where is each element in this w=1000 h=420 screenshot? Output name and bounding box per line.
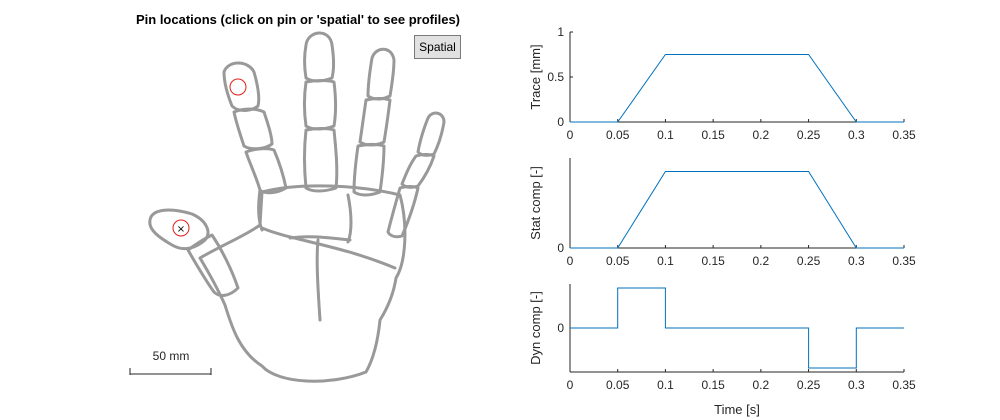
middle-middle bbox=[303, 79, 337, 131]
x-tick-label: 0.3 bbox=[848, 254, 865, 268]
series-line bbox=[570, 287, 904, 369]
index-distal bbox=[222, 61, 261, 112]
x-tick-label: 0.35 bbox=[892, 128, 916, 142]
selected-pin-marker: × bbox=[177, 224, 185, 235]
x-tick-label: 0.05 bbox=[606, 378, 630, 392]
x-tick-label: 0.15 bbox=[701, 128, 725, 142]
x-tick-label: 0.05 bbox=[606, 128, 630, 142]
x-axis-label: Time [s] bbox=[714, 402, 760, 417]
palm-inner-line bbox=[257, 188, 264, 232]
index-proximal bbox=[244, 147, 288, 195]
spatial-button[interactable]: Spatial bbox=[414, 35, 461, 59]
little-proximal bbox=[386, 185, 420, 239]
palm-inner-line bbox=[260, 226, 397, 270]
x-tick-label: 0 bbox=[567, 378, 574, 392]
static-component-chart: 0 0.05 0.1 0.15 0.2 0.25 0.3 0.35 0 Stat comp [-] bbox=[528, 158, 916, 268]
x-tick-label: 0.3 bbox=[848, 128, 865, 142]
x-tick-label: 0.05 bbox=[606, 254, 630, 268]
x-tick-label: 0.2 bbox=[753, 128, 770, 142]
pin-index-fingertip[interactable] bbox=[229, 78, 247, 96]
ring-middle bbox=[358, 97, 392, 147]
x-tick-label: 0 bbox=[567, 254, 574, 268]
hand-panel-title: Pin locations (click on pin or 'spatial'… bbox=[136, 12, 460, 27]
pin-thumb-tip[interactable] bbox=[172, 219, 190, 237]
trace-chart: 0 0.05 0.1 0.15 0.2 0.25 0.3 0.35 0 0.5 1 Trace [mm… bbox=[528, 25, 916, 142]
palm-inner-line bbox=[346, 193, 353, 244]
y-axis-label: Dyn comp [-] bbox=[528, 291, 543, 365]
little-distal bbox=[416, 111, 446, 157]
scale-bar: 50 mm bbox=[129, 349, 212, 375]
ring-distal bbox=[366, 47, 396, 101]
y-tick-label: 1 bbox=[557, 25, 564, 39]
y-axis-label: Stat comp [-] bbox=[528, 166, 543, 240]
middle-proximal bbox=[303, 127, 339, 193]
middle-distal bbox=[303, 31, 335, 83]
x-tick-label: 0.15 bbox=[701, 378, 725, 392]
x-tick-label: 0.1 bbox=[657, 378, 674, 392]
x-tick-label: 0.1 bbox=[657, 128, 674, 142]
dynamic-component-chart: 0 0.05 0.1 0.15 0.2 0.25 0.3 0.35 0 Dyn comp [-] T… bbox=[528, 284, 916, 417]
x-tick-label: 0.35 bbox=[892, 254, 916, 268]
y-tick-label: 0 bbox=[557, 321, 564, 335]
palm-inner-line bbox=[288, 235, 352, 242]
x-tick-label: 0 bbox=[567, 128, 574, 142]
index-middle bbox=[232, 107, 274, 151]
series-line bbox=[570, 54, 904, 123]
x-tick-label: 0.25 bbox=[797, 378, 821, 392]
x-tick-label: 0.2 bbox=[753, 254, 770, 268]
little-middle bbox=[400, 153, 436, 189]
x-tick-label: 0.35 bbox=[892, 378, 916, 392]
ring-proximal bbox=[352, 143, 386, 197]
y-tick-label: 0 bbox=[557, 241, 564, 255]
x-tick-label: 0.3 bbox=[848, 378, 865, 392]
y-tick-label: 0 bbox=[557, 115, 564, 129]
y-axis-label: Trace [mm] bbox=[528, 44, 543, 109]
x-tick-label: 0.25 bbox=[797, 254, 821, 268]
hand-outline bbox=[148, 31, 446, 383]
thumb-proximal bbox=[186, 233, 240, 297]
x-tick-label: 0.25 bbox=[797, 128, 821, 142]
series-line bbox=[570, 171, 904, 249]
y-tick-label: 0.5 bbox=[547, 70, 564, 84]
x-tick-label: 0.2 bbox=[753, 378, 770, 392]
x-tick-label: 0.15 bbox=[701, 254, 725, 268]
scale-bar-label: 50 mm bbox=[153, 349, 190, 363]
palm-outline bbox=[198, 184, 407, 383]
palm-inner-line bbox=[315, 238, 322, 322]
x-tick-label: 0.1 bbox=[657, 254, 674, 268]
